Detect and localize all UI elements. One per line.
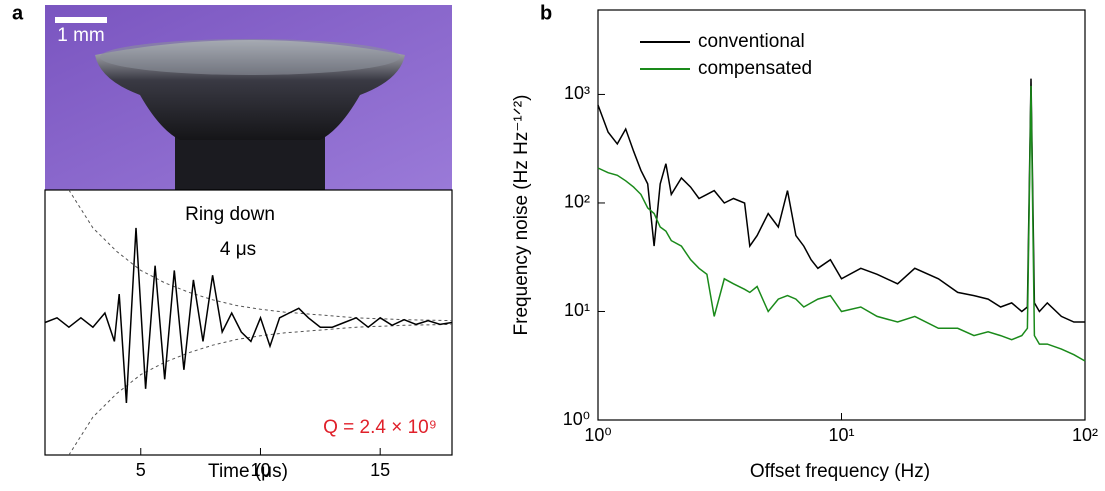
legend-label: conventional xyxy=(698,31,805,52)
series-line xyxy=(598,86,1085,361)
y-tick-label: 10⁰ xyxy=(563,409,590,429)
x-axis-label: Time (μs) xyxy=(208,461,288,482)
plot-frame xyxy=(598,10,1085,420)
figure: a b 1 mm Ring down 4 μs Q = 2.4 × 10⁹ Ti… xyxy=(0,0,1105,491)
x-tick-label: 10 xyxy=(250,460,270,480)
x-tick-label: 10² xyxy=(1072,425,1098,445)
y-tick-label: 10³ xyxy=(564,83,590,103)
panel-label: a xyxy=(12,2,24,24)
panel-label: b xyxy=(540,2,552,24)
series-line xyxy=(598,79,1085,322)
y-tick-label: 10² xyxy=(564,192,590,212)
annotation: 4 μs xyxy=(220,239,256,260)
x-tick-label: 5 xyxy=(136,460,146,480)
legend-label: compensated xyxy=(698,58,812,79)
annotation: Ring down xyxy=(185,204,275,225)
x-axis-label: Offset frequency (Hz) xyxy=(750,461,930,482)
annotation: Q = 2.4 × 10⁹ xyxy=(323,417,437,438)
y-tick-label: 10¹ xyxy=(564,300,590,320)
y-axis-label: Frequency noise (Hz Hz⁻¹ᐟ²) xyxy=(511,95,532,336)
scale-bar-label: 1 mm xyxy=(57,25,105,46)
photo: 1 mm xyxy=(45,5,452,190)
x-tick-label: 10¹ xyxy=(828,425,854,445)
x-tick-label: 15 xyxy=(370,460,390,480)
plot-frame xyxy=(45,190,452,455)
